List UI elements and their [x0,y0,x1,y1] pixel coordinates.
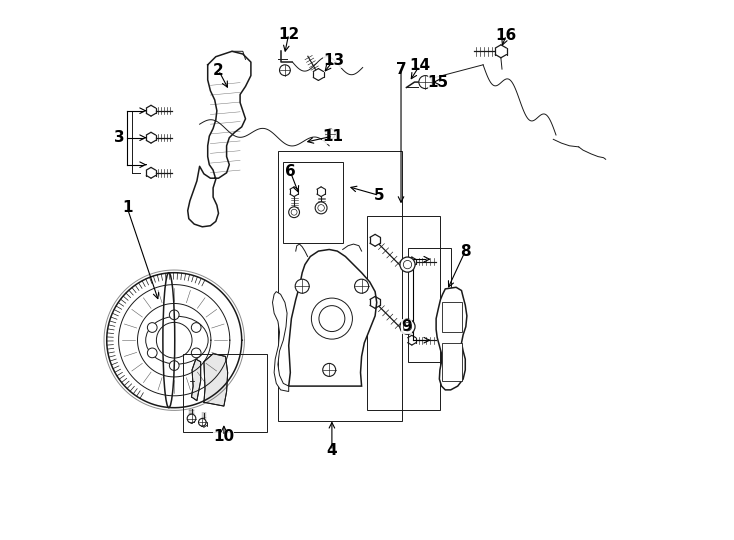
Text: 2: 2 [213,63,224,78]
Text: 9: 9 [401,319,412,334]
Bar [283,162,343,243]
Bar [367,216,440,410]
Circle shape [323,363,335,376]
Polygon shape [436,287,467,390]
Bar [278,151,402,421]
Text: 5: 5 [374,188,385,203]
Circle shape [355,279,368,293]
Circle shape [170,361,179,370]
Circle shape [295,279,309,293]
Polygon shape [272,292,288,392]
Circle shape [400,319,415,334]
Circle shape [311,298,352,339]
Circle shape [192,322,201,332]
Text: 7: 7 [396,62,407,77]
Text: 11: 11 [322,129,344,144]
Text: 3: 3 [115,130,125,145]
Circle shape [187,414,196,423]
Bar [442,343,462,381]
Circle shape [156,322,192,358]
Text: 12: 12 [278,26,299,42]
Polygon shape [288,249,377,386]
Polygon shape [192,359,200,401]
Circle shape [170,310,179,320]
Text: 10: 10 [214,429,234,444]
Text: 8: 8 [460,244,470,259]
Circle shape [325,129,335,139]
Text: 16: 16 [495,28,517,43]
Circle shape [192,348,201,357]
Bar [442,302,462,332]
Text: 6: 6 [285,164,296,179]
Bar [184,354,267,432]
Text: 13: 13 [323,53,344,68]
Circle shape [148,322,157,332]
Text: 15: 15 [428,75,449,90]
Text: 4: 4 [327,443,337,458]
Circle shape [400,257,415,272]
Circle shape [280,65,291,76]
Circle shape [315,202,327,214]
Bar [407,248,451,362]
Circle shape [288,207,299,218]
Circle shape [148,348,157,357]
Text: 1: 1 [122,200,133,215]
Circle shape [198,418,206,426]
Circle shape [419,76,432,89]
Polygon shape [204,354,228,406]
Text: 14: 14 [409,58,430,73]
